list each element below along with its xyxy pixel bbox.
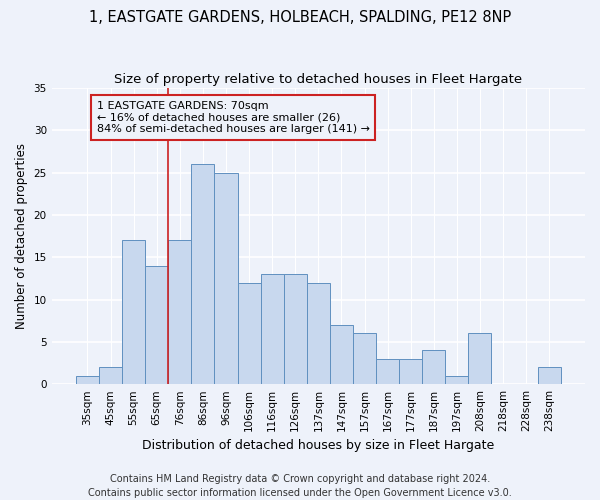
- Bar: [191, 164, 214, 384]
- Bar: [76, 376, 99, 384]
- Bar: [99, 368, 122, 384]
- Bar: [376, 359, 399, 384]
- Bar: [238, 282, 260, 384]
- Text: 1, EASTGATE GARDENS, HOLBEACH, SPALDING, PE12 8NP: 1, EASTGATE GARDENS, HOLBEACH, SPALDING,…: [89, 10, 511, 25]
- Bar: [399, 359, 422, 384]
- Bar: [145, 266, 168, 384]
- Bar: [214, 172, 238, 384]
- X-axis label: Distribution of detached houses by size in Fleet Hargate: Distribution of detached houses by size …: [142, 440, 494, 452]
- Bar: [445, 376, 469, 384]
- Title: Size of property relative to detached houses in Fleet Hargate: Size of property relative to detached ho…: [114, 72, 523, 86]
- Bar: [284, 274, 307, 384]
- Bar: [330, 325, 353, 384]
- Bar: [122, 240, 145, 384]
- Bar: [353, 334, 376, 384]
- Text: 1 EASTGATE GARDENS: 70sqm
← 16% of detached houses are smaller (26)
84% of semi-: 1 EASTGATE GARDENS: 70sqm ← 16% of detac…: [97, 100, 370, 134]
- Bar: [422, 350, 445, 384]
- Text: Contains HM Land Registry data © Crown copyright and database right 2024.
Contai: Contains HM Land Registry data © Crown c…: [88, 474, 512, 498]
- Bar: [307, 282, 330, 384]
- Y-axis label: Number of detached properties: Number of detached properties: [15, 143, 28, 329]
- Bar: [538, 368, 561, 384]
- Bar: [260, 274, 284, 384]
- Bar: [168, 240, 191, 384]
- Bar: [469, 334, 491, 384]
